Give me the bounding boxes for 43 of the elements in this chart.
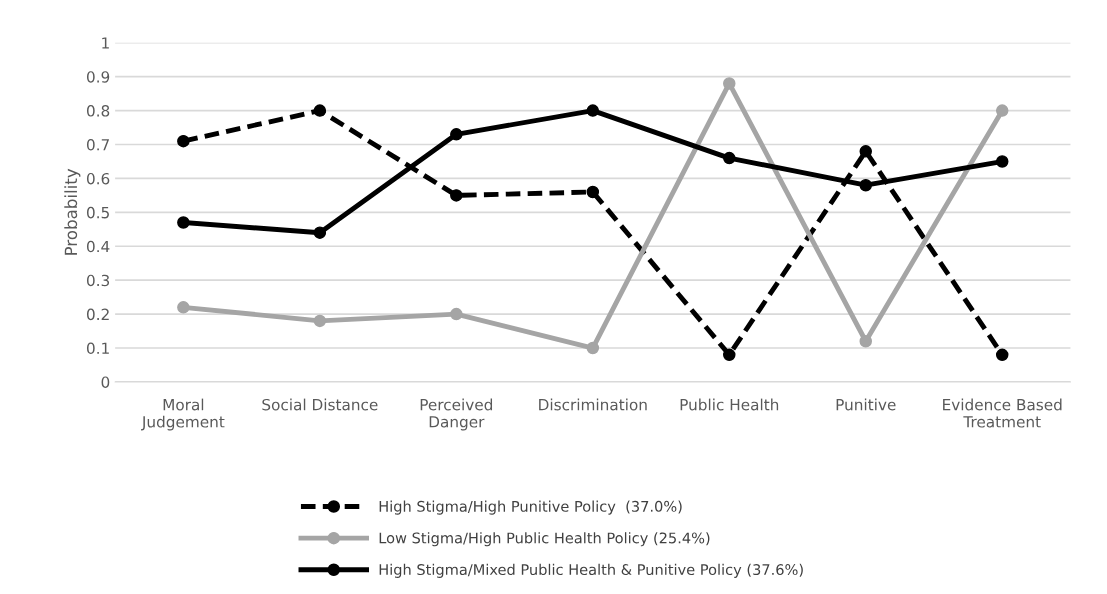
point [450,189,463,202]
y-tick-label: 0.8 [86,105,110,117]
point [177,301,190,314]
legend-label: High Stigma/High Punitive Policy (37.0%) [379,500,682,515]
x-tick-label: Social Distance [262,398,378,411]
y-tick-label: 0.1 [86,342,109,355]
y-tick-label: 0.7 [86,138,109,151]
point [313,104,327,117]
legend-label: Low Stigma/High Public Health Policy (25.4%) [379,532,710,547]
point [995,348,1009,362]
y-tick-label: 0.9 [86,71,110,83]
point [723,151,736,165]
point [995,155,1009,168]
point [859,178,873,192]
y-tick-label: 0.4 [86,240,110,253]
y-tick-label: 0.5 [86,206,109,219]
point [586,185,600,199]
y-tick-label: 0.3 [86,274,110,287]
y-tick-label: 0.2 [86,308,109,321]
point [450,128,463,141]
point [723,348,736,362]
y-tick-label: 0 [101,376,110,388]
x-tick-label: Public Health [680,398,779,411]
legend-label: High Stigma/Mixed Public Health & Punitive Policy (37.6%) [379,563,803,578]
point [586,104,600,117]
point [995,104,1009,117]
point [313,314,327,328]
x-tick-label: Punitive [836,398,896,411]
x-tick-label: Evidence Based Treatment [943,398,1062,428]
point [723,77,736,90]
point [859,145,873,158]
x-tick-label: Perceived Danger [420,398,493,431]
point [313,226,327,239]
point [586,341,600,355]
point [177,216,190,229]
point [177,134,190,148]
x-tick-label: Moral Judgement [141,398,225,431]
x-tick-label: Discrimination [539,398,647,411]
y-tick-label: 1 [102,37,109,49]
y-tick-label: 0.6 [86,172,110,185]
y-axis-title: Probability [64,168,81,255]
point [450,307,463,321]
point [859,334,873,348]
